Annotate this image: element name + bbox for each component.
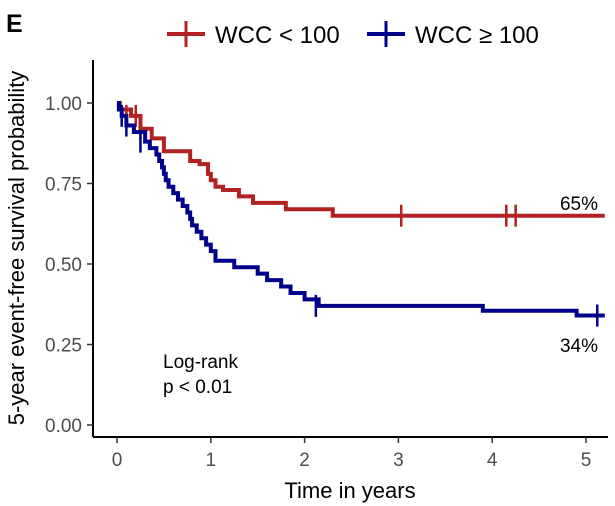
x-tick-label: 4 [487,450,498,471]
legend-item-high: WCC ≥ 100 [367,21,539,49]
curve-wcc-low [117,101,605,218]
y-tick-label: 0.25 [45,336,82,357]
logrank-pvalue: p < 0.01 [163,377,232,398]
x-axis-ticks: 0 1 2 3 4 5 [112,437,592,471]
x-tick-label: 3 [393,450,404,471]
y-axis-ticks: 0.00 0.25 0.50 0.75 1.00 [45,94,93,437]
end-label-high: 34% [560,336,598,357]
x-axis-title: Time in years [284,478,415,503]
legend-item-low: WCC < 100 [167,21,340,49]
curve-wcc-high [116,101,605,318]
x-tick-label: 1 [206,450,217,471]
survival-curves [116,101,605,327]
legend-label-high: WCC ≥ 100 [415,22,539,49]
x-tick-label: 2 [299,450,310,471]
end-label-low: 65% [560,194,598,215]
y-axis-title: 5-year event-free survival probability [4,71,29,426]
legend-label-low: WCC < 100 [215,22,340,49]
y-tick-label: 1.00 [45,94,82,115]
logrank-label: Log-rank [163,352,238,373]
legend: WCC < 100 WCC ≥ 100 [167,21,539,49]
y-tick-label: 0.00 [45,416,82,437]
x-tick-label: 0 [112,450,123,471]
y-tick-label: 0.75 [45,175,82,196]
y-tick-label: 0.50 [45,255,82,276]
x-tick-label: 5 [581,450,592,471]
panel-label: E [6,10,23,38]
